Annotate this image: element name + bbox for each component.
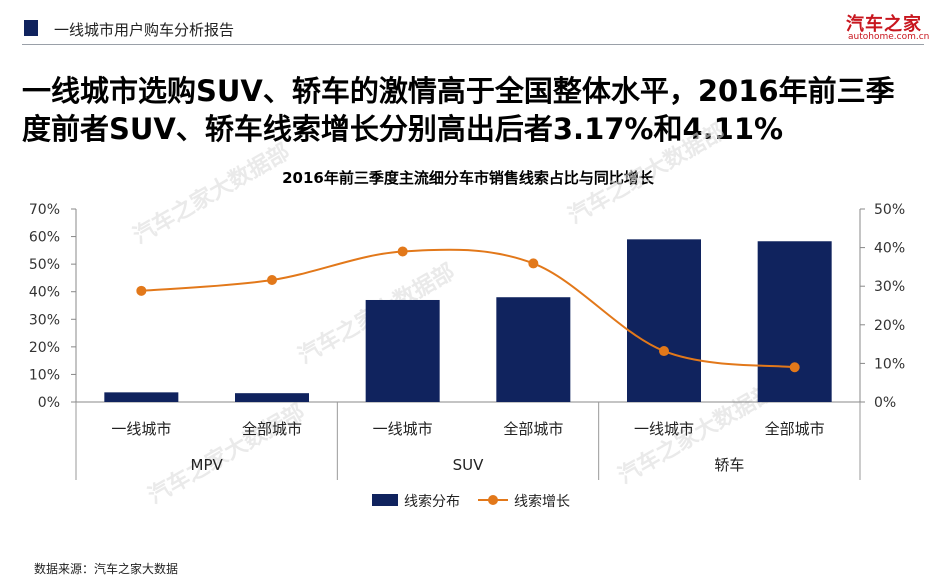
left-tick-label: 40% bbox=[29, 285, 60, 301]
left-tick-label: 0% bbox=[38, 395, 60, 411]
category-label-1: 全部城市 bbox=[242, 420, 302, 438]
bar-series bbox=[104, 239, 832, 402]
legend-bar-label: 线索分布 bbox=[404, 493, 460, 510]
line-series bbox=[136, 246, 800, 373]
left-tick-label: 60% bbox=[29, 230, 60, 246]
growth-point-4 bbox=[659, 346, 669, 357]
group-label-0: MPV bbox=[191, 456, 224, 474]
legend-line-marker bbox=[488, 495, 498, 505]
right-tick-label: 30% bbox=[874, 279, 905, 295]
growth-point-1 bbox=[267, 275, 277, 286]
legend: 线索分布 线索增长 bbox=[372, 493, 570, 510]
bar-2 bbox=[365, 299, 440, 402]
header-divider bbox=[22, 44, 924, 45]
header-square-icon bbox=[24, 20, 38, 36]
autohome-logo-url: autohome.com.cn bbox=[848, 32, 930, 42]
left-tick-label: 30% bbox=[29, 312, 60, 328]
bar-4 bbox=[627, 239, 701, 402]
growth-line bbox=[141, 248, 795, 369]
bar-1 bbox=[235, 393, 309, 402]
category-label-3: 全部城市 bbox=[503, 420, 563, 438]
right-tick-label: 20% bbox=[874, 318, 905, 334]
report-title: 一线城市用户购车分析报告 bbox=[54, 21, 235, 39]
right-tick-label: 50% bbox=[874, 202, 905, 218]
category-label-2: 一线城市 bbox=[373, 420, 433, 438]
autohome-logo: 汽车之家 bbox=[846, 14, 922, 35]
legend-bar-swatch bbox=[372, 494, 398, 506]
right-tick-label: 40% bbox=[874, 241, 905, 257]
watermark-text-0: 汽车之家大数据部 bbox=[129, 139, 294, 250]
left-tick-label: 70% bbox=[29, 202, 60, 218]
growth-point-3 bbox=[528, 258, 539, 269]
chart-title: 2016年前三季度主流细分车市销售线索占比与同比增长 bbox=[282, 169, 655, 187]
headline: 一线城市选购SUV、轿车的激情高于全国整体水平，2016年前三季度前者SUV、轿… bbox=[22, 74, 895, 146]
watermark-text-2: 汽车之家大数据部 bbox=[144, 399, 309, 510]
left-tick-label: 50% bbox=[29, 257, 60, 273]
growth-point-2 bbox=[397, 246, 408, 257]
group-label-2: 轿车 bbox=[714, 456, 744, 474]
left-tick-label: 10% bbox=[29, 367, 60, 383]
category-label-5: 全部城市 bbox=[765, 420, 825, 438]
chart-axes: 0% 10% 20% 30% 40% 50% 60% 70% 0% 10% 20% 30% 40% 50% bbox=[29, 202, 905, 411]
growth-point-5 bbox=[789, 362, 800, 373]
category-labels: 一线城市 全部城市 一线城市 全部城市 一线城市 全部城市 MPV SUV 轿车 bbox=[75, 402, 861, 480]
group-label-1: SUV bbox=[453, 456, 485, 474]
category-label-0: 一线城市 bbox=[111, 420, 171, 438]
legend-line-label: 线索增长 bbox=[514, 493, 570, 510]
bar-5 bbox=[757, 241, 832, 402]
right-tick-label: 0% bbox=[874, 395, 896, 411]
growth-point-0 bbox=[136, 285, 147, 296]
bar-3 bbox=[496, 297, 571, 402]
right-tick-label: 10% bbox=[874, 356, 905, 372]
data-source-note: 数据来源：汽车之家大数据 bbox=[34, 562, 179, 576]
bar-0 bbox=[104, 392, 179, 402]
left-tick-label: 20% bbox=[29, 340, 60, 356]
category-label-4: 一线城市 bbox=[634, 420, 694, 438]
